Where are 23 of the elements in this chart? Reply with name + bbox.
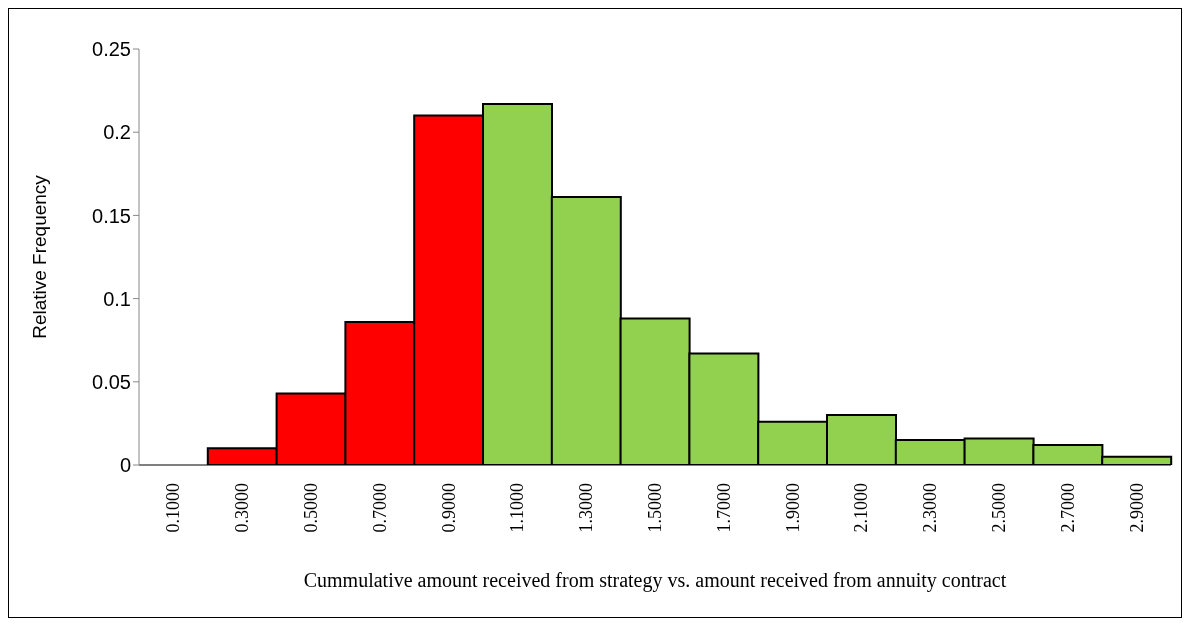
x-axis-title: Cummulative amount received from strategy vs. amount received from annuity contract: [303, 569, 1007, 592]
x-tick-label: 1.5000: [645, 483, 665, 533]
x-tick-label: 1.3000: [576, 483, 597, 533]
x-tick-label: 2.1000: [851, 483, 872, 533]
x-tick-label: 0.3000: [232, 483, 253, 533]
x-tick-label: 1.9000: [782, 483, 803, 533]
x-tick-label: 0.5000: [301, 483, 321, 533]
y-tick-label: 0.1: [103, 287, 131, 310]
y-tick-label: 0: [119, 454, 131, 477]
x-tick-label: 1.7000: [713, 483, 734, 533]
x-tick-label: 2.5000: [989, 483, 1009, 533]
x-tick-label: 2.3000: [920, 483, 941, 533]
y-tick-label: 0.05: [92, 370, 131, 393]
x-tick-label: 0.1000: [163, 483, 184, 533]
y-tick-label: 0.2: [103, 121, 131, 144]
y-tick-label: 0.15: [92, 204, 131, 227]
y-tick-label: 0.25: [92, 38, 131, 61]
x-tick-label: 0.9000: [438, 483, 459, 533]
x-tick-label: 2.7000: [1057, 483, 1078, 533]
x-tick-label: 2.9000: [1126, 483, 1147, 533]
x-tick-label: 0.7000: [369, 483, 390, 533]
x-tick-label: 1.1000: [507, 483, 528, 533]
y-axis-title: Relative Frequency: [28, 174, 50, 339]
